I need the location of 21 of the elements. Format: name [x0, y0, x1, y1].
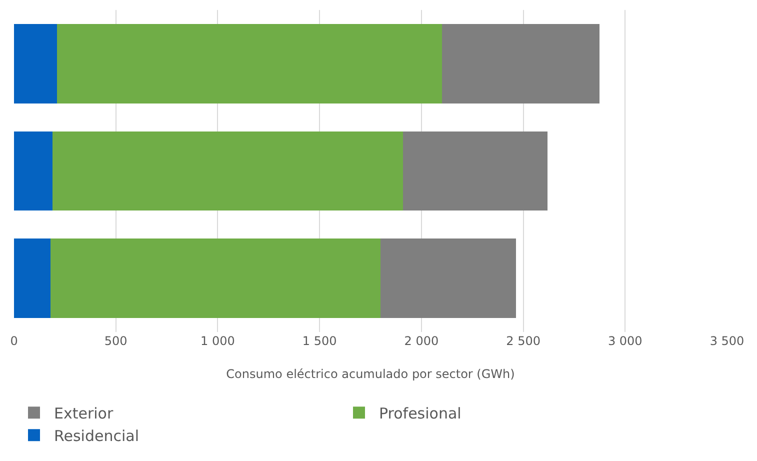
bar — [442, 24, 600, 104]
bar — [14, 131, 53, 211]
bar — [403, 131, 548, 211]
x-tick-label: 2 500 — [506, 334, 540, 348]
x-tick-label: 500 — [104, 334, 128, 348]
bar — [56, 24, 442, 104]
legend-label: Profesional — [379, 404, 462, 422]
x-axis-title: Consumo eléctrico acumulado por sector (GWh) — [226, 366, 515, 381]
x-tick-label: 3 000 — [608, 334, 642, 348]
x-tick-label: 2 000 — [404, 334, 439, 348]
bar — [52, 131, 404, 211]
bar — [380, 238, 516, 318]
bar — [50, 238, 381, 318]
x-tick-label: 3 500 — [710, 334, 744, 348]
bar — [14, 24, 57, 104]
legend-label: Exterior — [54, 404, 114, 422]
x-tick-label: 0 — [10, 334, 18, 348]
x-tick-label: 1 500 — [302, 334, 337, 348]
legend-label: Residencial — [54, 427, 139, 445]
x-tick-label: 1 000 — [200, 334, 235, 348]
bar — [14, 238, 51, 318]
